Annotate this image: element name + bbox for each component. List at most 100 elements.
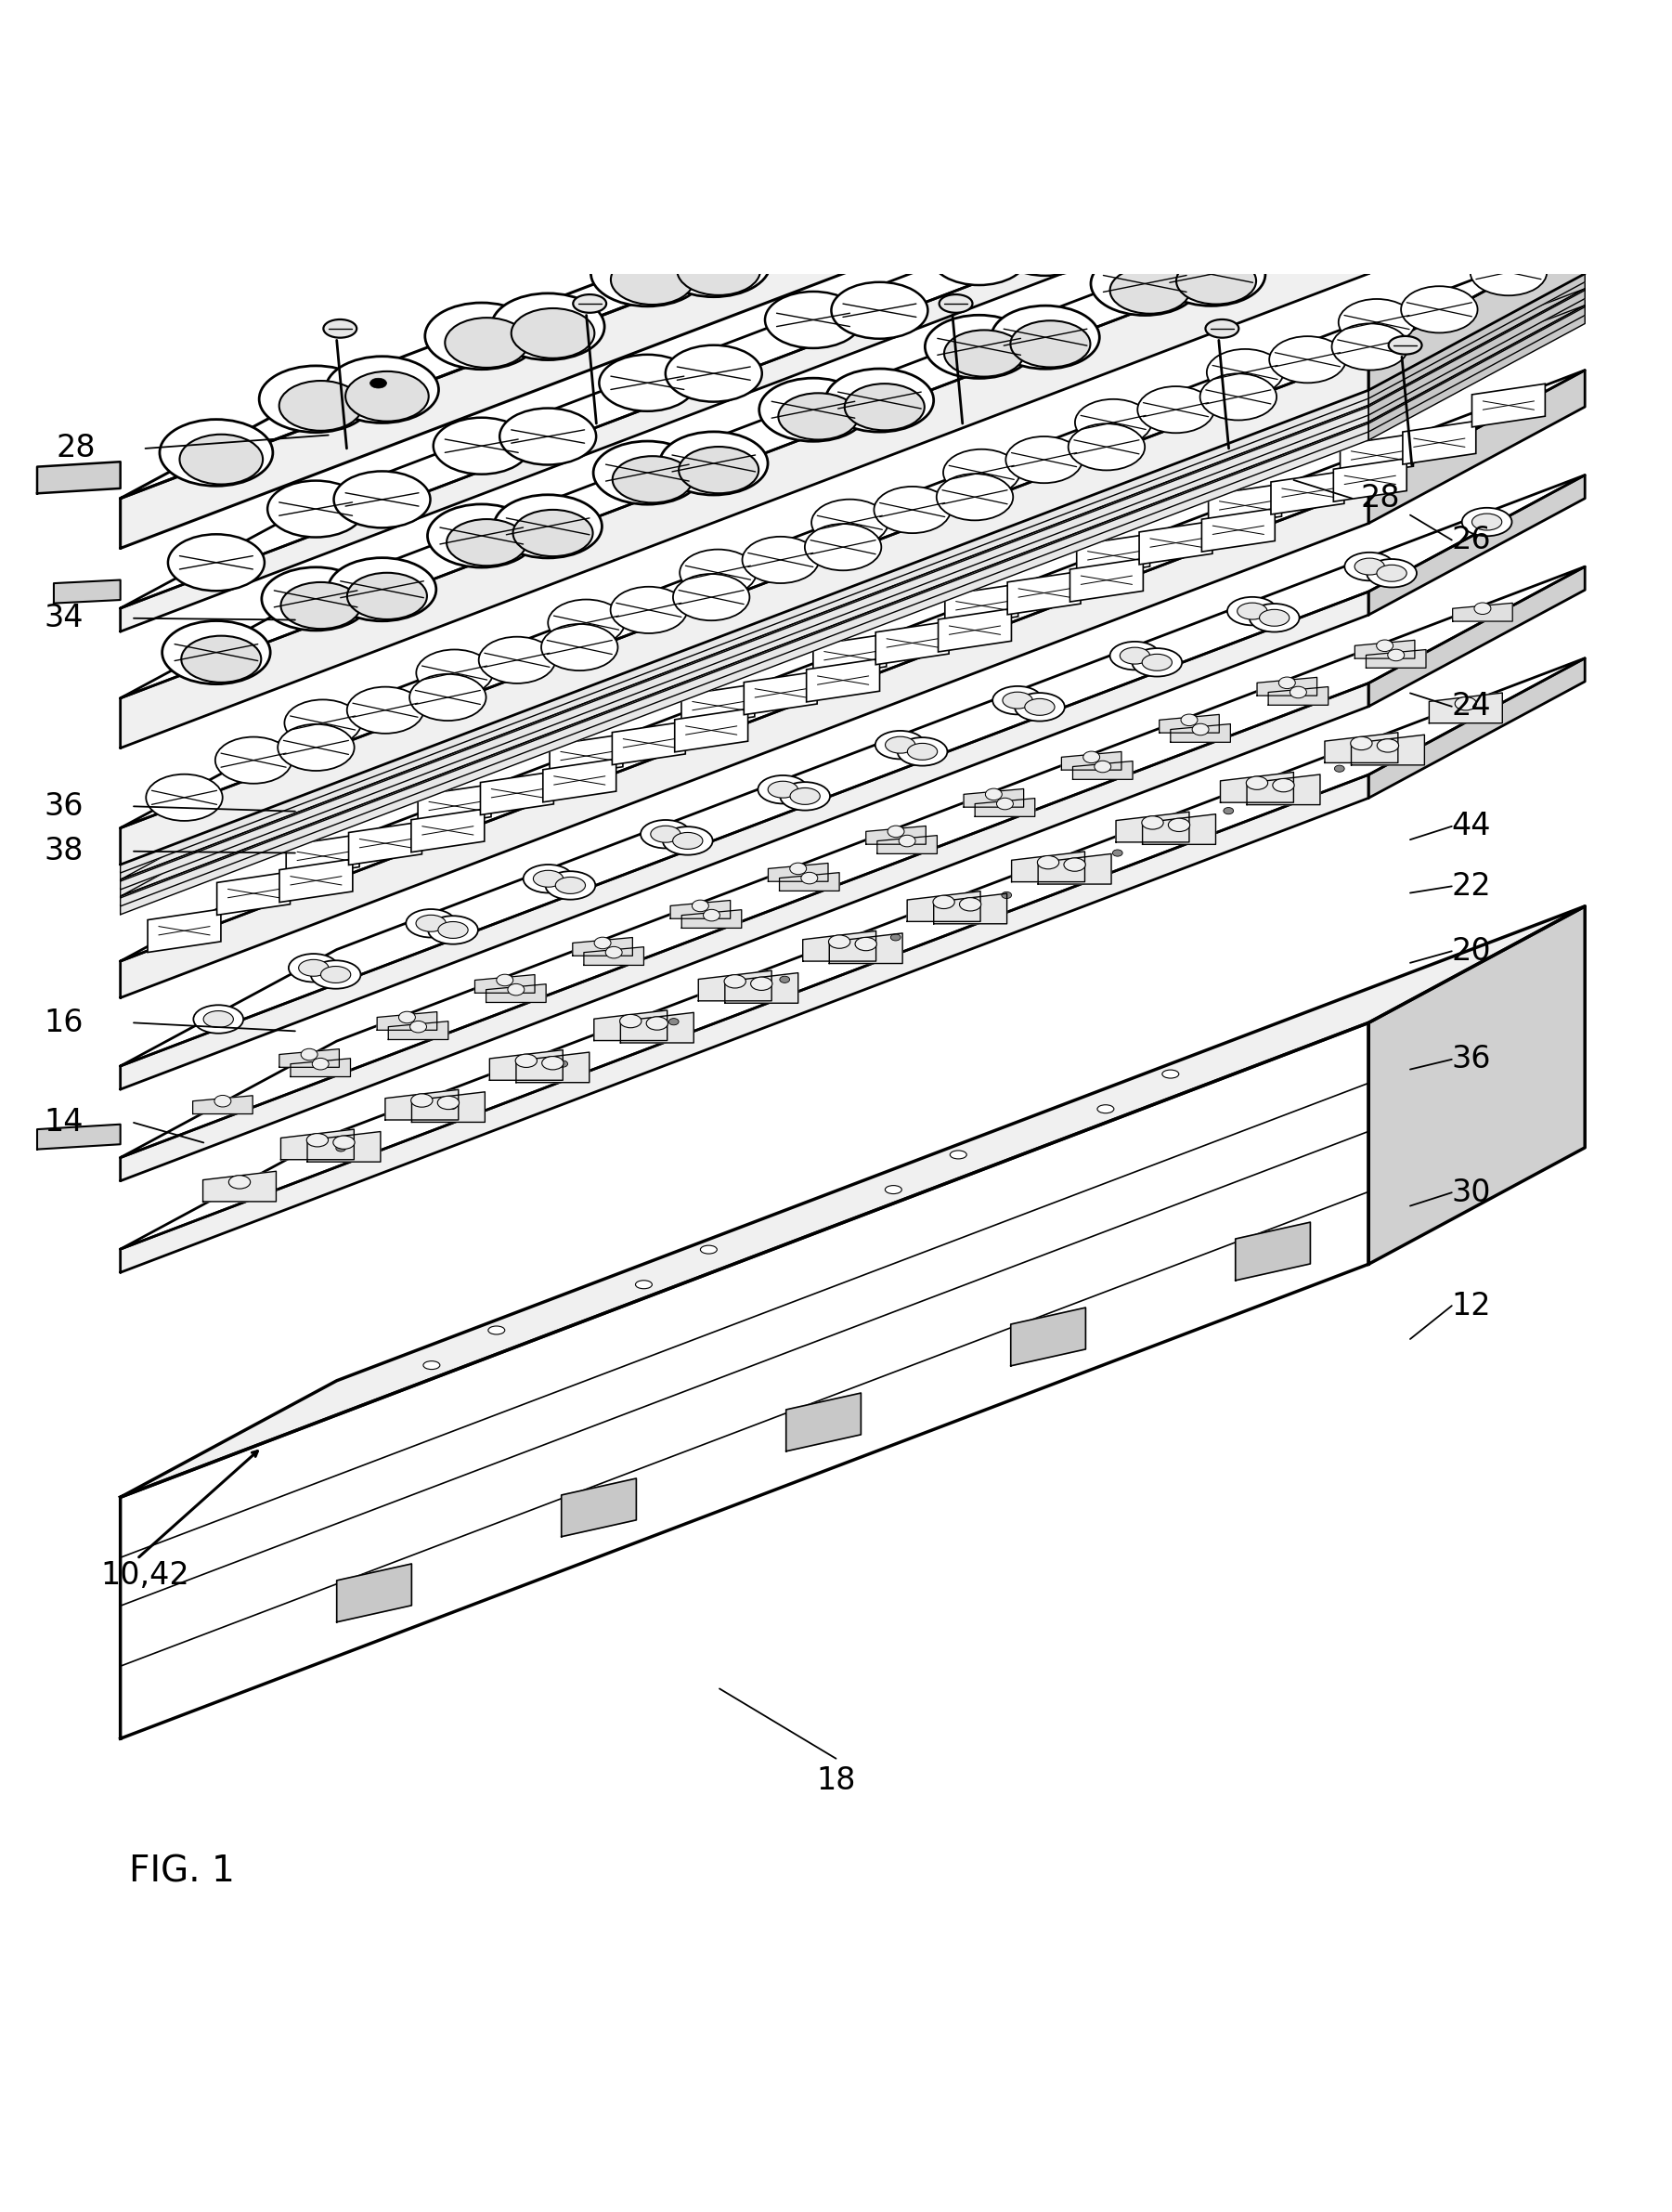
Ellipse shape [1002,891,1012,898]
Ellipse shape [789,863,806,874]
Polygon shape [217,872,291,916]
Polygon shape [594,1011,667,1040]
Polygon shape [1073,761,1132,779]
Polygon shape [767,863,828,880]
Polygon shape [120,281,1585,872]
Text: 24: 24 [1451,690,1491,721]
Ellipse shape [657,230,771,296]
Text: 28: 28 [1361,482,1399,513]
Polygon shape [806,659,879,701]
Ellipse shape [328,557,436,622]
Ellipse shape [766,292,861,347]
Ellipse shape [610,586,687,633]
Polygon shape [779,872,839,891]
Ellipse shape [1321,0,1433,44]
Ellipse shape [1249,604,1299,633]
Ellipse shape [1110,641,1160,670]
Polygon shape [933,894,1007,925]
Polygon shape [120,1022,1369,1739]
Text: 36: 36 [43,792,84,821]
Polygon shape [120,24,1369,549]
Ellipse shape [1169,818,1190,832]
Ellipse shape [1200,374,1277,420]
Polygon shape [1062,752,1122,770]
Ellipse shape [508,984,525,995]
Polygon shape [682,909,742,929]
Ellipse shape [555,878,585,894]
Ellipse shape [1341,0,1423,42]
Ellipse shape [1259,611,1289,626]
Polygon shape [786,1394,861,1451]
Polygon shape [37,462,120,493]
Ellipse shape [1162,1071,1179,1077]
Ellipse shape [1254,0,1368,53]
Polygon shape [120,288,1585,880]
Ellipse shape [1269,336,1346,383]
Ellipse shape [1441,142,1522,188]
Polygon shape [1008,571,1080,615]
Text: 38: 38 [45,836,84,867]
Ellipse shape [742,538,819,584]
Polygon shape [279,1048,339,1068]
Ellipse shape [446,1104,456,1110]
Ellipse shape [416,650,493,697]
Ellipse shape [767,781,798,799]
Ellipse shape [1471,513,1501,531]
Polygon shape [945,584,1018,628]
Ellipse shape [900,836,916,847]
Ellipse shape [1207,349,1284,396]
Ellipse shape [214,1095,231,1106]
Ellipse shape [677,246,761,294]
Polygon shape [120,314,1585,905]
Text: FIG. 1: FIG. 1 [129,1854,234,1889]
Ellipse shape [1428,40,1525,95]
Ellipse shape [416,916,446,931]
Ellipse shape [488,1325,505,1334]
Ellipse shape [1075,398,1152,447]
Ellipse shape [336,1146,346,1152]
Ellipse shape [1388,650,1404,661]
Ellipse shape [573,294,607,312]
Ellipse shape [1339,299,1415,345]
Ellipse shape [674,573,749,622]
Ellipse shape [1132,648,1182,677]
Ellipse shape [1354,557,1384,575]
Polygon shape [1369,314,1585,440]
Ellipse shape [829,936,849,949]
Polygon shape [411,1093,485,1121]
Ellipse shape [1206,319,1239,338]
Polygon shape [1369,369,1585,524]
Ellipse shape [898,737,948,765]
Ellipse shape [660,431,767,495]
Polygon shape [279,858,353,902]
Polygon shape [378,1011,436,1031]
Ellipse shape [159,420,273,487]
Ellipse shape [438,1097,460,1110]
Text: 12: 12 [1451,1290,1491,1321]
Polygon shape [120,133,1369,633]
Ellipse shape [261,566,370,630]
Text: 44: 44 [1451,812,1491,841]
Ellipse shape [1388,336,1421,354]
Ellipse shape [433,418,530,473]
Ellipse shape [545,872,595,900]
Polygon shape [1209,484,1282,526]
Ellipse shape [831,283,928,338]
Ellipse shape [181,635,261,684]
Polygon shape [1221,772,1294,803]
Ellipse shape [438,922,468,938]
Ellipse shape [1155,42,1267,108]
Polygon shape [385,1091,458,1119]
Ellipse shape [1180,714,1197,726]
Polygon shape [120,305,1585,896]
Ellipse shape [757,177,869,243]
Ellipse shape [936,473,1013,520]
Polygon shape [349,821,421,865]
Ellipse shape [844,197,861,208]
Ellipse shape [997,219,1093,276]
Polygon shape [411,810,485,852]
Text: 16: 16 [43,1006,84,1037]
Ellipse shape [669,1018,679,1024]
Ellipse shape [1227,597,1277,626]
Ellipse shape [923,113,1035,179]
